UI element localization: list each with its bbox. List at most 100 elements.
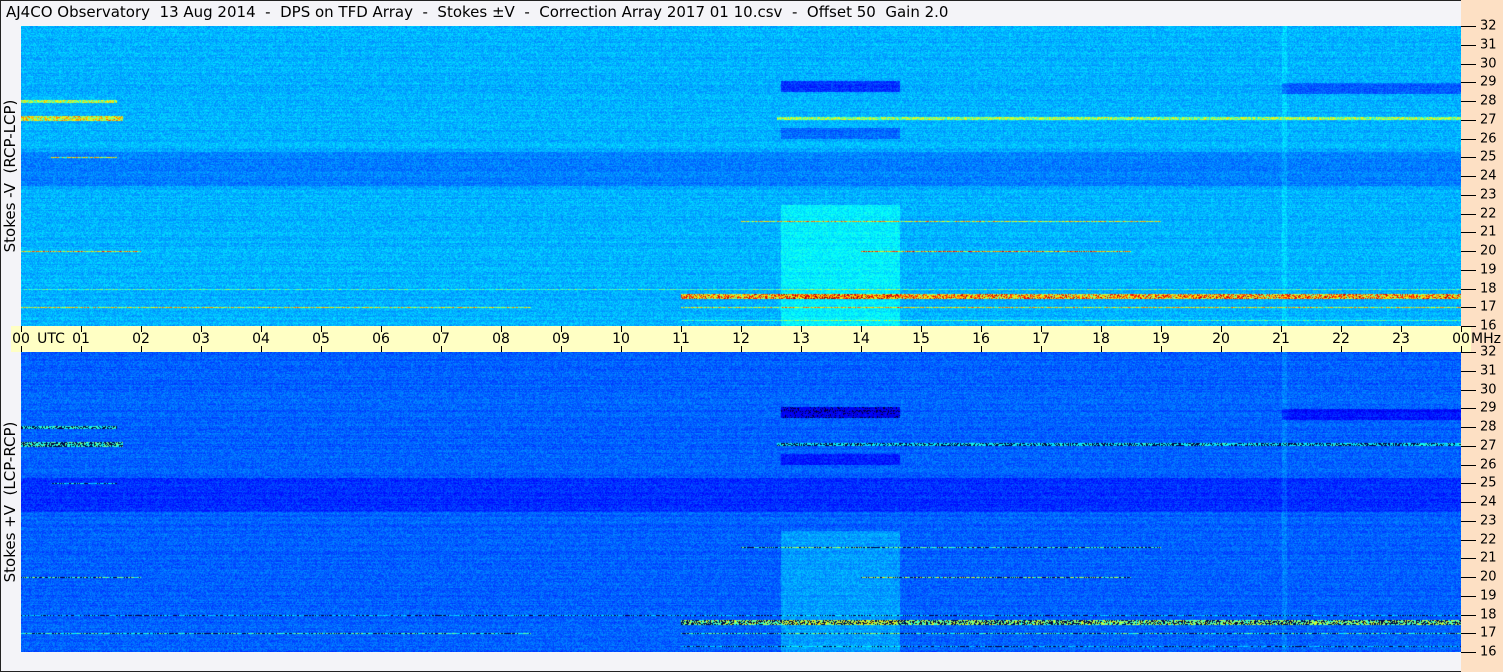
x-tick: [81, 326, 82, 332]
x-tick: [21, 326, 22, 332]
x-tick-label: 09: [552, 331, 570, 347]
x-tick-label: 22: [1332, 331, 1350, 347]
spectrogram-stokes-minus-v: [21, 26, 1461, 326]
x-tick: [561, 346, 562, 352]
y-tick-label: 17: [1480, 299, 1497, 315]
y-tick-label: 20: [1480, 569, 1497, 585]
y-tick: [1461, 483, 1476, 484]
x-tick: [321, 326, 322, 332]
y-tick: [1461, 64, 1476, 65]
x-tick-label: 10: [612, 331, 630, 347]
x-tick-label: 00: [1452, 331, 1470, 347]
x-tick: [741, 326, 742, 332]
x-tick-label: 18: [1092, 331, 1110, 347]
x-tick: [1461, 326, 1462, 332]
x-tick-label: 07: [432, 331, 450, 347]
x-tick: [1401, 326, 1402, 332]
x-tick-label: 05: [312, 331, 330, 347]
y-tick-label: 17: [1480, 625, 1497, 641]
x-tick: [681, 346, 682, 352]
y-tick: [1461, 502, 1476, 503]
y-tick-label: 24: [1480, 168, 1497, 184]
y-tick: [1461, 390, 1476, 391]
y-tick: [1461, 45, 1476, 46]
x-tick: [1341, 326, 1342, 332]
x-unit-label: UTC: [37, 331, 65, 347]
x-tick: [621, 346, 622, 352]
y-tick: [1461, 195, 1476, 196]
y-tick-label: 30: [1480, 56, 1497, 71]
y-tick: [1461, 307, 1476, 308]
panel-label-bottom: Stokes +V (LCP-RCP): [1, 421, 19, 583]
x-tick: [1341, 346, 1342, 352]
y-tick: [1461, 214, 1476, 215]
x-tick: [1161, 326, 1162, 332]
y-tick: [1461, 521, 1476, 522]
x-tick: [261, 346, 262, 352]
y-tick: [1461, 596, 1476, 597]
x-tick: [1041, 326, 1042, 332]
x-tick: [1101, 346, 1102, 352]
x-tick: [1281, 346, 1282, 352]
y-tick: [1461, 26, 1476, 27]
y-tick: [1461, 633, 1476, 634]
x-tick-label: 19: [1152, 331, 1170, 347]
x-tick: [1281, 326, 1282, 332]
chart-title: AJ4CO Observatory 13 Aug 2014 - DPS on T…: [6, 3, 949, 21]
y-tick: [1461, 251, 1476, 252]
y-tick-label: 27: [1480, 112, 1497, 128]
y-tick-label: 32: [1480, 344, 1497, 360]
y-tick: [1461, 408, 1476, 409]
x-tick: [801, 326, 802, 332]
y-tick: [1461, 176, 1476, 177]
x-tick: [1041, 346, 1042, 352]
y-tick: [1461, 465, 1476, 466]
y-tick-label: 21: [1480, 550, 1497, 566]
y-tick: [1461, 101, 1476, 102]
x-tick-label: 15: [912, 331, 930, 347]
y-tick-label: 29: [1480, 74, 1497, 90]
x-tick-label: 08: [492, 331, 510, 347]
y-tick-label: 29: [1480, 400, 1497, 416]
y-tick: [1461, 157, 1476, 158]
y-tick: [1461, 120, 1476, 121]
x-tick-label: 14: [852, 331, 870, 347]
y-tick-label: 28: [1480, 419, 1497, 435]
y-tick: [1461, 326, 1476, 327]
y-tick: [1461, 427, 1476, 428]
y-tick: [1461, 232, 1476, 233]
y-tick: [1461, 289, 1476, 290]
x-tick: [141, 326, 142, 332]
y-tick-label: 31: [1480, 363, 1497, 379]
y-tick-label: 30: [1480, 382, 1497, 397]
x-tick: [621, 326, 622, 332]
y-tick-label: 22: [1480, 206, 1497, 221]
x-tick: [321, 346, 322, 352]
x-tick: [21, 346, 22, 352]
x-tick-label: 23: [1392, 331, 1410, 347]
x-tick: [501, 346, 502, 352]
x-tick: [681, 326, 682, 332]
y-tick-label: 19: [1480, 588, 1497, 604]
x-tick: [1401, 346, 1402, 352]
y-tick-label: 16: [1480, 318, 1497, 334]
panel-label-top: Stokes -V (RCP-LCP): [1, 99, 19, 253]
y-tick: [1461, 270, 1476, 271]
x-tick: [921, 326, 922, 332]
x-tick: [201, 346, 202, 352]
x-tick: [1461, 346, 1462, 352]
x-tick: [741, 346, 742, 352]
y-tick: [1461, 139, 1476, 140]
spectrogram-stokes-plus-v: [21, 352, 1461, 652]
x-tick: [801, 346, 802, 352]
x-tick-label: 20: [1212, 331, 1230, 347]
y-tick-label: 20: [1480, 243, 1497, 259]
x-tick: [141, 346, 142, 352]
y-tick: [1461, 82, 1476, 83]
x-tick: [561, 326, 562, 332]
x-tick: [981, 346, 982, 352]
x-tick-label: 16: [972, 331, 990, 347]
x-tick: [861, 346, 862, 352]
x-tick-label: 01: [72, 331, 90, 347]
y-tick-label: 24: [1480, 494, 1497, 510]
